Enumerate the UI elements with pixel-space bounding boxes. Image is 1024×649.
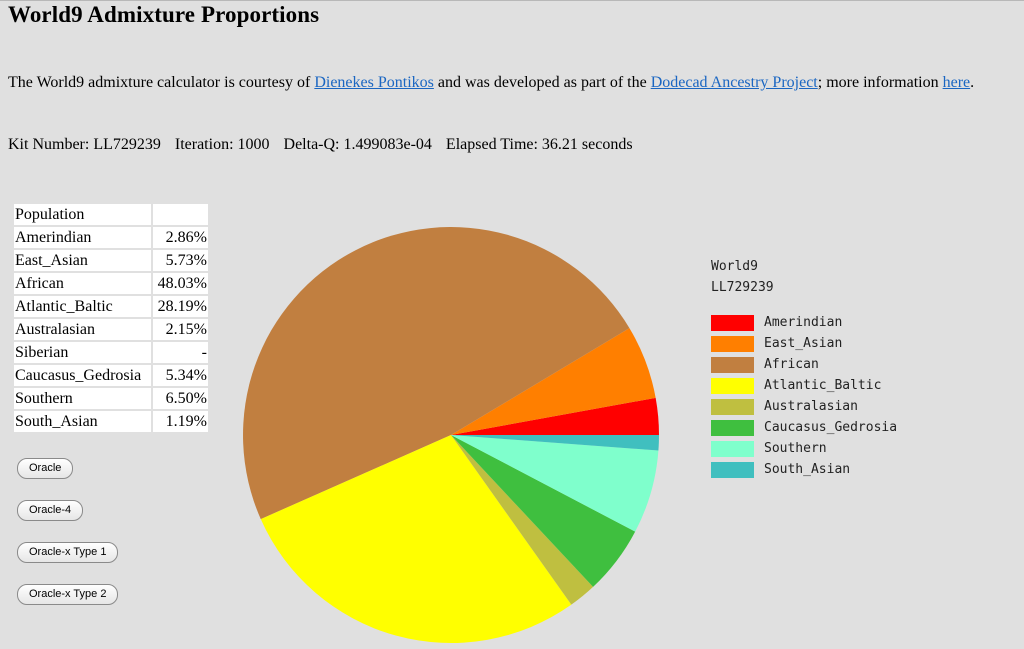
population-value: 5.34% — [153, 365, 208, 386]
legend-item: South_Asian — [711, 459, 897, 480]
oracle-4-button[interactable]: Oracle-4 — [17, 500, 84, 521]
legend-swatch — [711, 398, 754, 415]
pie-slice-african — [243, 227, 630, 520]
elapsed-time: Elapsed Time: 36.21 seconds — [445, 136, 633, 153]
oracle-x-type-1-button[interactable]: Oracle-x Type 1 — [17, 542, 119, 563]
table-row: Siberian - — [14, 342, 208, 363]
chart-legend: World9 LL729239 Amerindian East_Asian Afri… — [711, 256, 897, 480]
legend-label: Amerindian — [764, 315, 843, 330]
legend-swatch — [711, 356, 754, 373]
table-row: Caucasus_Gedrosia 5.34% — [14, 365, 208, 386]
population-value: 1.19% — [153, 411, 208, 432]
population-value: 5.73% — [153, 250, 208, 271]
intro-text-4: . — [970, 74, 975, 91]
legend-label: Southern — [764, 441, 827, 456]
iteration: Iteration: 1000 — [174, 136, 270, 153]
kit-number: Kit Number: LL729239 — [8, 136, 161, 153]
legend-label: Atlantic_Baltic — [764, 378, 882, 393]
more-info-link[interactable]: here — [942, 74, 971, 91]
table-header-row: Population — [14, 204, 208, 225]
kit-info-line: Kit Number: LL729239 Iteration: 1000 Delta… — [8, 136, 647, 154]
pie-slice-atlantic-baltic — [260, 435, 572, 643]
legend-label: Australasian — [764, 399, 858, 414]
table-header-value — [153, 204, 208, 225]
pie-slice-amerindian — [451, 397, 659, 435]
legend-label: South_Asian — [764, 462, 851, 477]
pie-slice-australasian — [451, 435, 594, 605]
legend-swatch — [711, 461, 754, 478]
intro-text-3: ; more information — [817, 74, 943, 91]
legend-swatch — [711, 377, 754, 394]
population-name: Australasian — [14, 319, 151, 340]
population-value: - — [153, 342, 208, 363]
population-name: Caucasus_Gedrosia — [14, 365, 151, 386]
page-title: World9 Admixture Proportions — [8, 2, 320, 27]
population-value: 2.86% — [153, 227, 208, 248]
population-value: 6.50% — [153, 388, 208, 409]
population-name: African — [14, 273, 151, 294]
population-name: Atlantic_Baltic — [14, 296, 151, 317]
population-name: Southern — [14, 388, 151, 409]
table-row: Atlantic_Baltic 28.19% — [14, 296, 208, 317]
table-row: East_Asian 5.73% — [14, 250, 208, 271]
population-value: 2.15% — [153, 319, 208, 340]
dodecad-project-link[interactable]: Dodecad Ancestry Project — [650, 74, 818, 91]
intro-text-1: The World9 admixture calculator is court… — [8, 74, 315, 91]
pie-slice-south-asian — [451, 435, 659, 451]
legend-title: World9 — [711, 259, 758, 274]
legend-item: Atlantic_Baltic — [711, 375, 897, 396]
legend-label: East_Asian — [764, 336, 843, 351]
legend-swatch — [711, 335, 754, 352]
table-header-population: Population — [14, 204, 151, 225]
legend-item: Australasian — [711, 396, 897, 417]
pie-slice-east-asian — [451, 328, 656, 435]
delta-q: Delta-Q: 1.499083e-04 — [283, 136, 432, 153]
legend-item: African — [711, 354, 897, 375]
oracle-x-type-2-button[interactable]: Oracle-x Type 2 — [17, 584, 119, 605]
legend-label: African — [764, 357, 819, 372]
population-name: South_Asian — [14, 411, 151, 432]
top-border — [0, 0, 1024, 1]
intro-text-2: and was developed as part of the — [433, 74, 651, 91]
legend-list: Amerindian East_Asian African Atlantic_Balt… — [711, 312, 897, 480]
legend-label: Caucasus_Gedrosia — [764, 420, 898, 435]
table-row: African 48.03% — [14, 273, 208, 294]
oracle-button[interactable]: Oracle — [17, 458, 74, 479]
population-value: 48.03% — [153, 273, 208, 294]
intro-paragraph: The World9 admixture calculator is court… — [8, 72, 1008, 93]
pie-slice-southern — [451, 435, 659, 532]
population-table: Population Amerindian 2.86% East_Asian 5.7… — [12, 202, 210, 434]
population-name: Amerindian — [14, 227, 151, 248]
legend-swatch — [711, 440, 754, 457]
population-value: 28.19% — [153, 296, 208, 317]
table-row: Australasian 2.15% — [14, 319, 208, 340]
admixture-pie-chart — [243, 227, 659, 643]
table-row: Amerindian 2.86% — [14, 227, 208, 248]
table-row: South_Asian 1.19% — [14, 411, 208, 432]
population-name: Siberian — [14, 342, 151, 363]
legend-item: East_Asian — [711, 333, 897, 354]
table-row: Southern 6.50% — [14, 388, 208, 409]
legend-swatch — [711, 314, 754, 331]
pie-slice-caucasus-gedrosia — [451, 435, 636, 587]
legend-subtitle: LL729239 — [711, 280, 774, 295]
dienekes-pontikos-link[interactable]: Dienekes Pontikos — [314, 74, 434, 91]
legend-item: Southern — [711, 438, 897, 459]
legend-item: Caucasus_Gedrosia — [711, 417, 897, 438]
population-name: East_Asian — [14, 250, 151, 271]
legend-swatch — [711, 419, 754, 436]
legend-item: Amerindian — [711, 312, 897, 333]
